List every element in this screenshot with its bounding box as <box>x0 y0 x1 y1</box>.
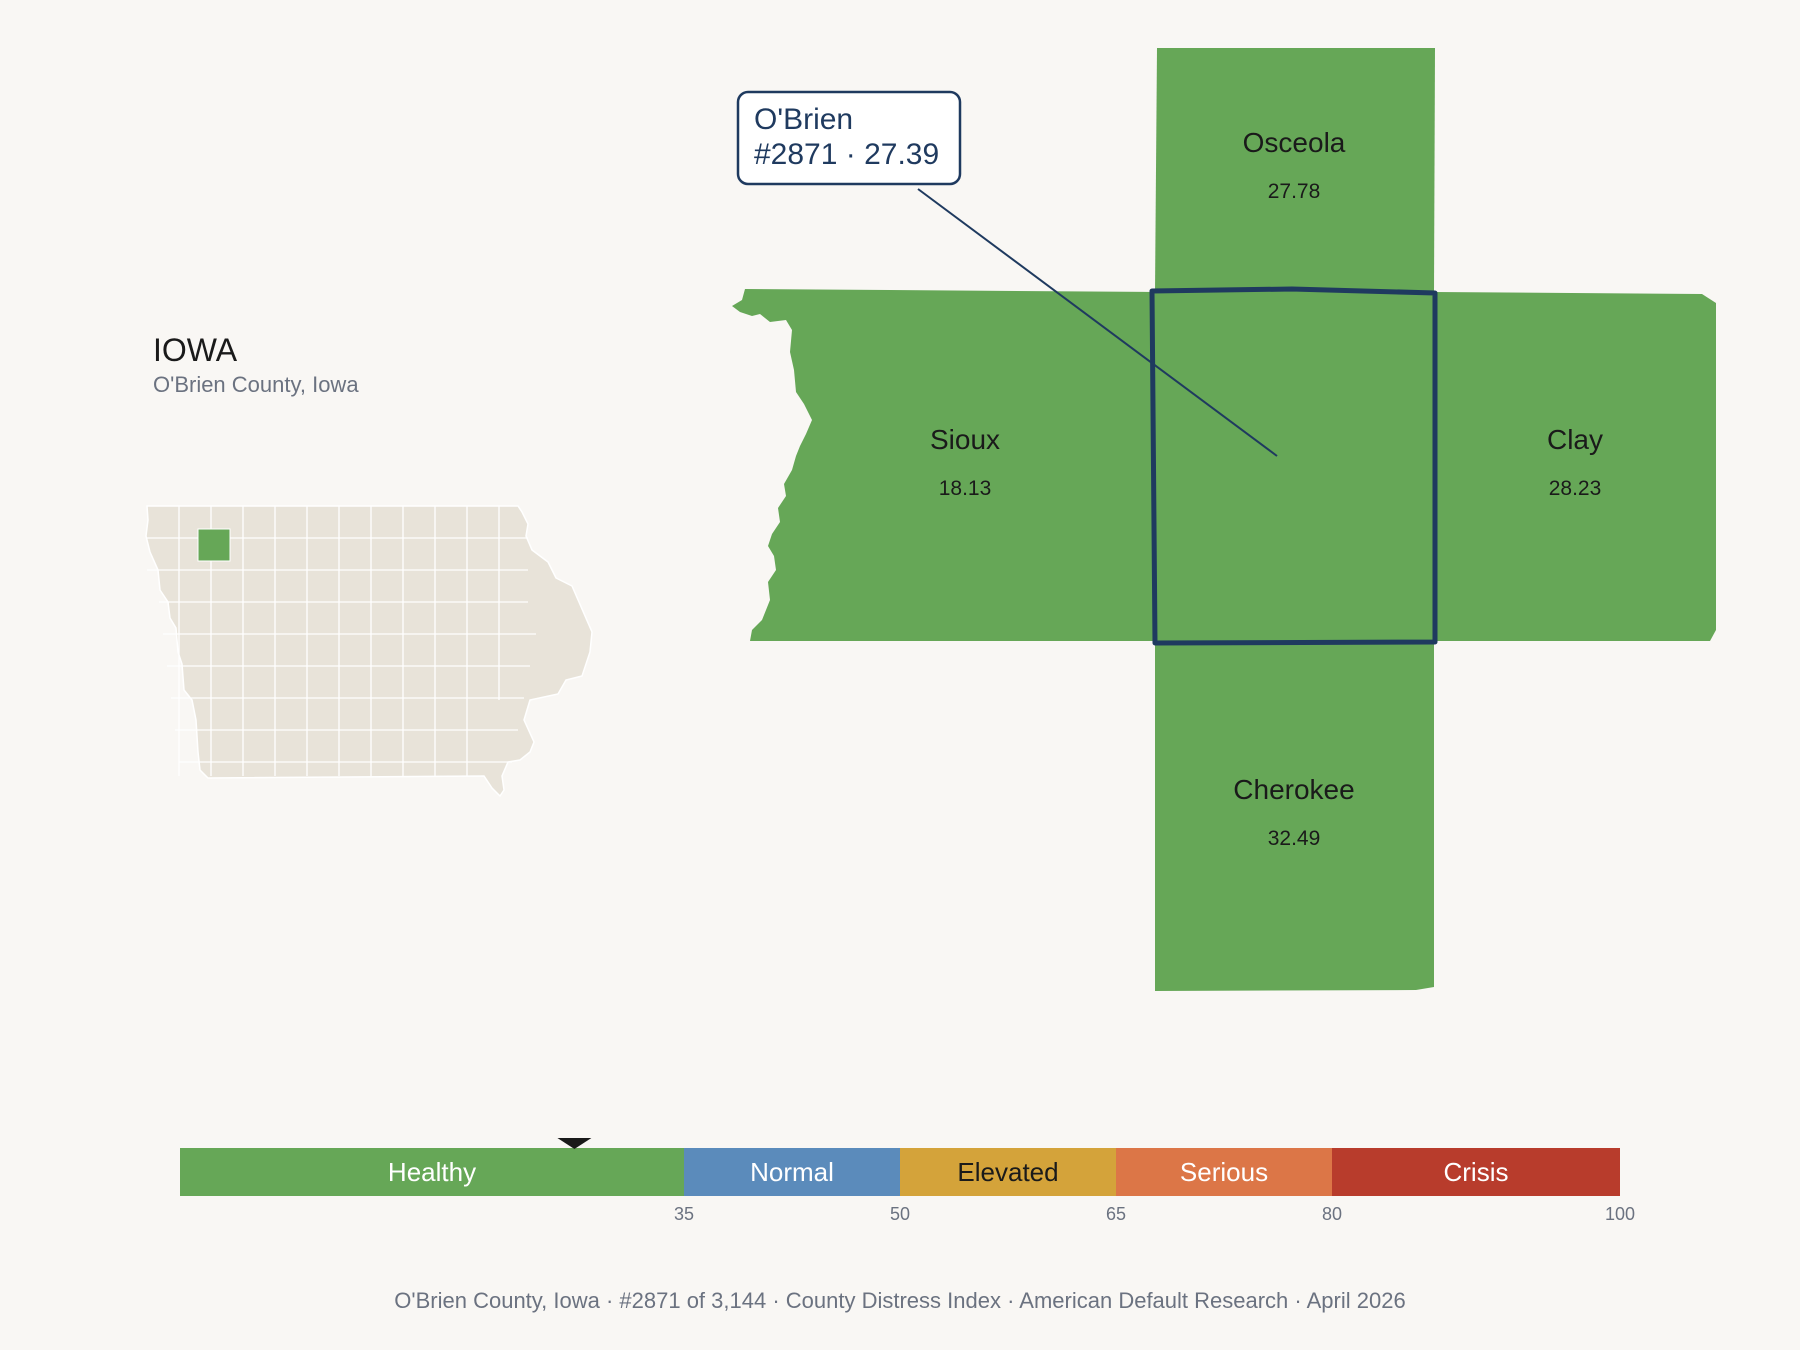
county-cherokee[interactable] <box>1155 642 1434 991</box>
scale-band-healthy <box>180 1148 684 1196</box>
county-obrien[interactable] <box>1149 286 1438 646</box>
county-map <box>732 48 1716 991</box>
scale-band-label: Crisis <box>1444 1157 1509 1187</box>
score-marker-triangle <box>557 1138 592 1149</box>
county-osceola[interactable] <box>1155 48 1435 292</box>
label-clay-name: Clay <box>1547 424 1603 455</box>
state-title: IOWA <box>153 332 238 368</box>
distress-scale: Healthy Normal Elevated Serious Crisis 35 50 65… <box>180 1138 1635 1224</box>
scale-band-label: Normal <box>750 1157 834 1187</box>
scale-band-crisis <box>1332 1148 1620 1196</box>
scale-tick-label: 65 <box>1106 1204 1126 1224</box>
scale-tick-label: 80 <box>1322 1204 1342 1224</box>
iowa-county-grid <box>147 506 536 776</box>
callout-leader-line <box>917 188 1278 457</box>
scale-band-label: Serious <box>1180 1157 1268 1187</box>
iowa-locator-map <box>145 505 593 798</box>
label-cherokee-value: 32.49 <box>1268 827 1321 850</box>
label-clay-value: 28.23 <box>1549 477 1602 500</box>
focus-callout: O'Brien #2871 · 27.39 <box>736 90 1278 457</box>
county-clay[interactable] <box>1435 292 1716 641</box>
callout-county-name: O'Brien <box>754 103 853 136</box>
label-osceola-name: Osceola <box>1243 127 1346 158</box>
scale-band-normal <box>684 1148 900 1196</box>
scale-band-elevated <box>900 1148 1116 1196</box>
label-sioux-name: Sioux <box>930 424 1000 455</box>
footer-caption: O'Brien County, Iowa · #2871 of 3,144 · … <box>394 1288 1405 1313</box>
label-cherokee-name: Cherokee <box>1233 774 1354 805</box>
scale-tick-label: 50 <box>890 1204 910 1224</box>
scale-tick-label: 35 <box>674 1204 694 1224</box>
iowa-state-outline <box>145 505 593 798</box>
label-sioux-value: 18.13 <box>939 477 992 500</box>
scale-band-label: Healthy <box>388 1157 476 1187</box>
label-osceola-value: 27.78 <box>1268 180 1321 203</box>
county-sioux[interactable] <box>732 289 1155 641</box>
scale-band-label: Elevated <box>957 1157 1058 1187</box>
obrien-locator-marker <box>197 528 231 562</box>
callout-rank-score: #2871 · 27.39 <box>754 138 939 171</box>
scale-band-serious <box>1116 1148 1332 1196</box>
state-subtitle: O'Brien County, Iowa <box>153 372 359 397</box>
callout-box <box>736 90 962 186</box>
scale-tick-label: 100 <box>1605 1204 1635 1224</box>
